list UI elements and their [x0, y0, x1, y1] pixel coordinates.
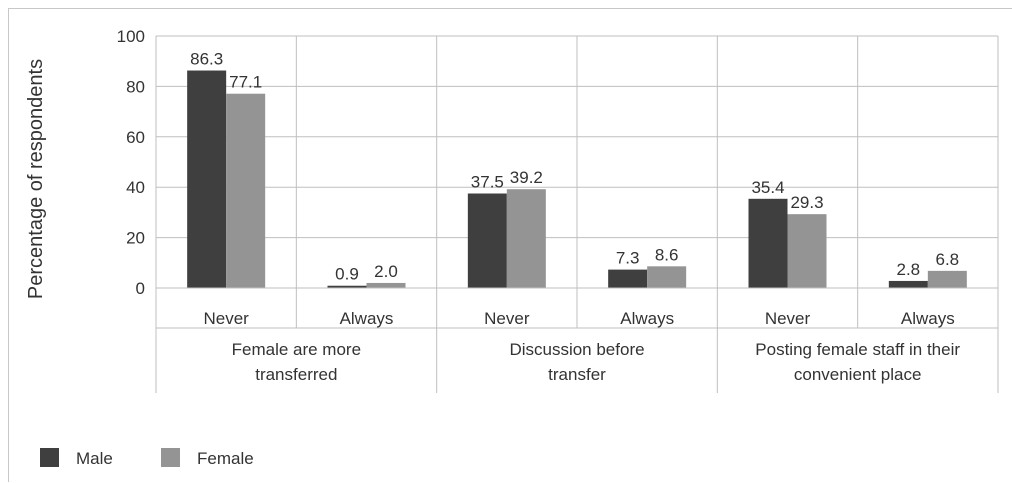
bar-male: [748, 198, 788, 288]
x-category-label: Never: [765, 309, 811, 328]
legend-label-female: Female: [197, 449, 254, 468]
data-label-male: 35.4: [751, 178, 784, 197]
x-category-label: Never: [203, 309, 249, 328]
data-label-female: 6.8: [936, 250, 960, 269]
bar-female: [506, 189, 546, 288]
bars: [187, 70, 967, 288]
legend-swatch-female: [161, 448, 180, 467]
bar-female: [927, 270, 967, 288]
data-label-male: 37.5: [471, 173, 504, 192]
data-label-female: 39.2: [510, 168, 543, 187]
data-label-female: 8.6: [655, 245, 679, 264]
group-label: convenient place: [794, 365, 922, 384]
y-tick-label: 0: [136, 279, 145, 298]
bar-male: [608, 269, 648, 288]
y-tick-label: 60: [126, 128, 145, 147]
y-axis-title: Percentage of respondents: [25, 59, 47, 299]
bar-male: [187, 70, 227, 288]
y-tick-label: 20: [126, 229, 145, 248]
y-tick-label: 40: [126, 178, 145, 197]
data-label-female: 2.0: [374, 262, 398, 281]
group-label: Female are more: [232, 340, 361, 359]
data-label-female: 77.1: [229, 73, 262, 92]
bar-chart: 0 20 40 60 80 100 86.3 77.1 Never 0.9 2.0 Always 37.…: [25, 27, 999, 468]
labels: 0 20 40 60 80 100 86.3 77.1 Never 0.9 2.0 Always 37.…: [117, 27, 961, 384]
data-label-male: 0.9: [335, 265, 359, 284]
legend-label-male: Male: [76, 449, 113, 468]
y-tick-label: 80: [126, 77, 145, 96]
group-label: Posting female staff in their: [755, 340, 960, 359]
x-category-label: Always: [901, 309, 955, 328]
bar-male: [327, 285, 367, 288]
data-label-female: 29.3: [790, 193, 823, 212]
bar-female: [226, 93, 266, 288]
bar-male: [467, 193, 507, 288]
bar-female: [366, 282, 406, 288]
bar-male: [888, 280, 928, 288]
x-category-label: Always: [340, 309, 394, 328]
data-label-male: 2.8: [897, 260, 921, 279]
bar-female: [647, 266, 687, 288]
legend-swatch-male: [40, 448, 59, 467]
data-label-male: 86.3: [190, 50, 223, 69]
chart-frame: 0 20 40 60 80 100 86.3 77.1 Never 0.9 2.0 Always 37.…: [8, 8, 1012, 482]
x-category-label: Always: [620, 309, 674, 328]
group-label: transfer: [548, 365, 606, 384]
y-tick-label: 100: [117, 27, 145, 46]
bar-female: [787, 214, 827, 288]
x-category-label: Never: [484, 309, 530, 328]
axes: [155, 36, 999, 393]
legend: Male Female: [40, 448, 254, 468]
group-label: Discussion before: [509, 340, 644, 359]
data-label-male: 7.3: [616, 249, 640, 268]
group-label: transferred: [255, 365, 337, 384]
